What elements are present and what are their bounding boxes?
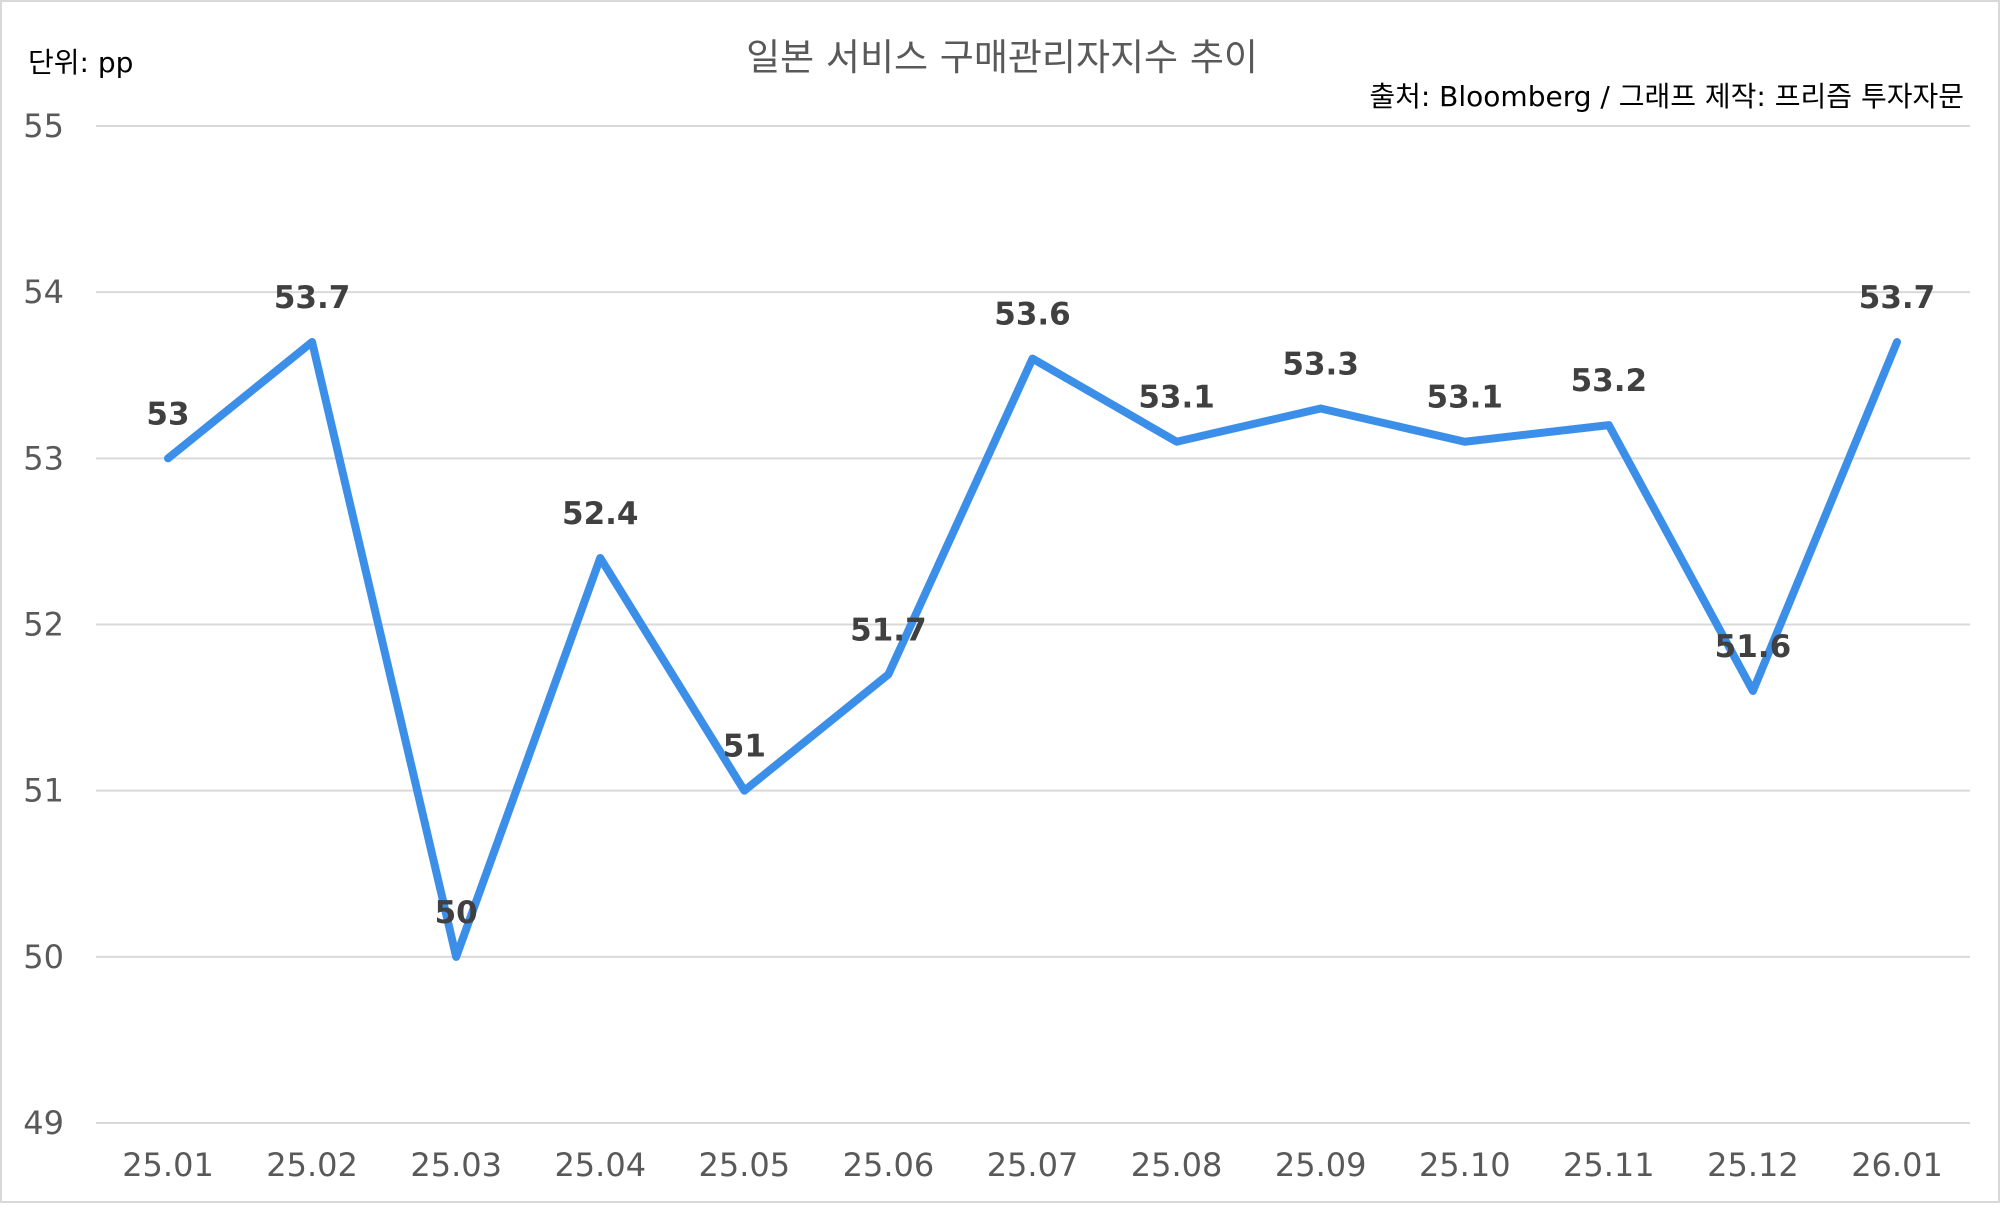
gridlines bbox=[96, 125, 1970, 1124]
series-line bbox=[164, 338, 1901, 961]
x-tick-label: 26.01 bbox=[1851, 1146, 1943, 1184]
x-tick-label: 25.03 bbox=[410, 1146, 502, 1184]
x-tick-label: 25.10 bbox=[1419, 1146, 1511, 1184]
y-tick-label: 55 bbox=[23, 107, 64, 145]
unit-note: 단위: pp bbox=[28, 46, 133, 79]
data-label: 53.7 bbox=[1859, 280, 1936, 316]
y-axis: 49 50 51 52 53 54 55 bbox=[23, 107, 64, 1142]
x-tick-label: 25.05 bbox=[699, 1146, 791, 1184]
data-label: 53.1 bbox=[1138, 380, 1215, 416]
plot-area bbox=[164, 338, 1901, 961]
data-label: 53.3 bbox=[1282, 346, 1359, 382]
x-tick-label: 25.07 bbox=[987, 1146, 1079, 1184]
x-tick-label: 25.02 bbox=[266, 1146, 358, 1184]
data-label: 53.1 bbox=[1427, 380, 1504, 416]
data-label: 51 bbox=[723, 729, 766, 765]
x-tick-label: 25.04 bbox=[554, 1146, 646, 1184]
data-label: 51.6 bbox=[1715, 629, 1792, 665]
y-tick-label: 53 bbox=[23, 439, 64, 477]
y-tick-label: 54 bbox=[23, 273, 64, 311]
x-tick-label: 25.06 bbox=[843, 1146, 935, 1184]
y-tick-label: 51 bbox=[23, 772, 64, 810]
x-axis: 25.01 25.02 25.03 25.04 25.05 25.06 25.07 25.08… bbox=[122, 1146, 1943, 1184]
data-label: 53.6 bbox=[994, 297, 1071, 333]
data-label: 52.4 bbox=[562, 496, 639, 532]
y-tick-label: 52 bbox=[23, 606, 64, 644]
x-tick-label: 25.12 bbox=[1707, 1146, 1799, 1184]
chart-title: 일본 서비스 구매관리자지수 추이 bbox=[746, 36, 1258, 79]
data-labels: 53 53.7 50 52.4 51 51.7 53.6 53.1 53.3 53.1 53.2 51… bbox=[146, 280, 1935, 931]
y-tick-label: 49 bbox=[23, 1104, 64, 1142]
source-note: 출처: Bloomberg / 그래프 제작: 프리즘 투자자문 bbox=[1369, 80, 1964, 113]
x-tick-label: 25.01 bbox=[122, 1146, 214, 1184]
x-tick-label: 25.09 bbox=[1275, 1146, 1367, 1184]
y-tick-label: 50 bbox=[23, 938, 64, 976]
data-label: 53 bbox=[146, 396, 189, 432]
data-label: 51.7 bbox=[850, 612, 927, 648]
data-label: 53.2 bbox=[1571, 363, 1648, 399]
data-label: 53.7 bbox=[274, 280, 351, 316]
data-label: 50 bbox=[435, 895, 478, 931]
x-tick-label: 25.08 bbox=[1131, 1146, 1223, 1184]
x-tick-label: 25.11 bbox=[1563, 1146, 1655, 1184]
